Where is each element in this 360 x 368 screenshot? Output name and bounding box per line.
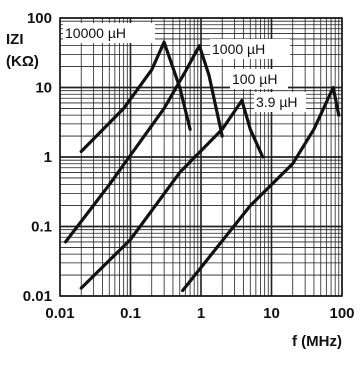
series-line-1 bbox=[79, 40, 192, 154]
tick-labels: 0.01 0.1 1 10 100 0.01 0.1 1 10 100 bbox=[23, 10, 355, 322]
y-tick-label: 1 bbox=[44, 149, 52, 166]
y-tick-label: 100 bbox=[27, 10, 52, 27]
series-labels: 10000 µH 1000 µH 100 µH 3.9 µH bbox=[63, 23, 306, 112]
y-tick-label: 0.01 bbox=[23, 288, 52, 305]
x-tick-label: 100 bbox=[329, 305, 354, 322]
series-line-3 bbox=[79, 98, 265, 290]
x-tick-label: 10 bbox=[263, 305, 280, 322]
series-line-2 bbox=[63, 44, 224, 244]
x-tick-label: 0.01 bbox=[45, 305, 74, 322]
series-label-bg bbox=[230, 69, 288, 89]
series-group bbox=[63, 40, 341, 293]
y-axis-title-line2: (KΩ) bbox=[6, 53, 39, 70]
series-label-bg bbox=[63, 23, 155, 43]
series-line-4 bbox=[181, 85, 341, 293]
y-axis-title-line1: IZI bbox=[6, 31, 24, 48]
plot-frame bbox=[59, 17, 343, 297]
series-label-bg bbox=[254, 92, 306, 112]
series-label-4: 3.9 µH bbox=[256, 94, 298, 110]
series-label-1: 10000 µH bbox=[65, 25, 126, 41]
y-tick-label: 10 bbox=[35, 80, 52, 97]
series-label-bg bbox=[210, 39, 290, 59]
y-tick-label: 0.1 bbox=[31, 219, 52, 236]
x-tick-label: 0.1 bbox=[120, 305, 141, 322]
x-tick-label: 1 bbox=[197, 305, 205, 322]
series-label-3: 100 µH bbox=[232, 71, 277, 87]
grid bbox=[59, 17, 343, 297]
series-label-2: 1000 µH bbox=[212, 41, 265, 57]
x-axis-title: f (MHz) bbox=[292, 333, 342, 350]
